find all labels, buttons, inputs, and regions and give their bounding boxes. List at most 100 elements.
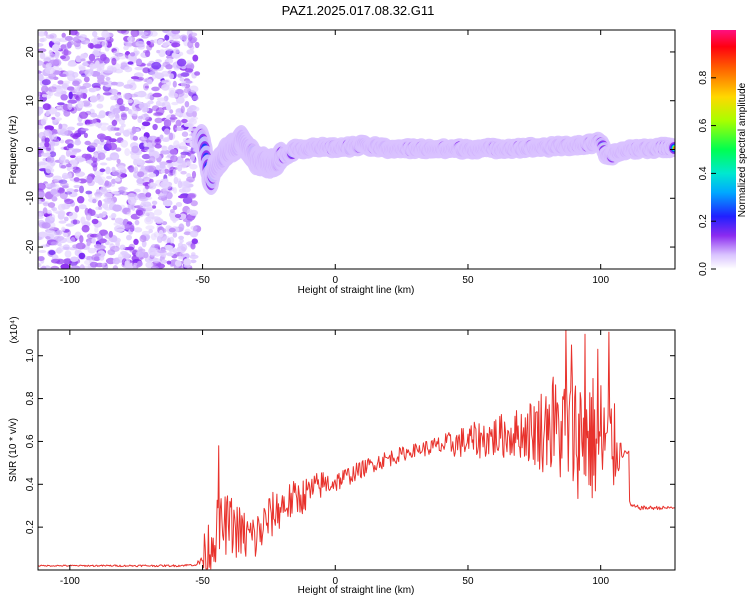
noise-blob	[189, 230, 199, 238]
noise-blob	[42, 202, 49, 207]
noise-blob	[162, 236, 171, 243]
noise-blob	[43, 115, 48, 122]
noise-blob	[114, 132, 122, 137]
noise-blob	[190, 225, 198, 231]
noise-blob	[81, 53, 88, 59]
noise-blob	[149, 178, 154, 184]
noise-blob	[137, 171, 145, 178]
noise-blob	[154, 72, 165, 80]
noise-blob	[160, 149, 171, 155]
snr-x-tick-label: -100	[60, 576, 80, 587]
noise-blob	[175, 96, 185, 104]
noise-blob	[164, 34, 170, 41]
noise-blob	[78, 204, 87, 210]
noise-blob	[60, 165, 67, 169]
noise-blob	[46, 209, 52, 215]
noise-blob	[191, 238, 198, 245]
noise-blob	[105, 257, 116, 265]
noise-blob	[125, 128, 133, 134]
noise-blob	[109, 152, 120, 161]
noise-blob	[77, 250, 82, 254]
noise-blob	[191, 170, 197, 179]
noise-blob	[60, 263, 70, 269]
noise-blob	[79, 264, 85, 269]
noise-blob	[70, 133, 78, 138]
noise-blob	[133, 193, 140, 201]
noise-blob	[168, 87, 176, 94]
noise-blob	[38, 60, 44, 66]
noise-blob	[105, 76, 111, 81]
noise-blob	[173, 124, 178, 133]
noise-blob	[130, 30, 140, 37]
noise-blob	[73, 40, 81, 48]
noise-blob	[106, 175, 113, 180]
noise-blob	[185, 64, 193, 69]
noise-blob	[59, 73, 67, 78]
noise-blob	[155, 100, 162, 107]
noise-blob	[38, 73, 44, 82]
noise-blob	[184, 68, 194, 73]
noise-blob	[131, 126, 137, 134]
noise-blob	[192, 54, 199, 62]
noise-blob	[81, 153, 89, 159]
snr-ylabel: SNR (10 * v/v)	[8, 418, 19, 482]
colorbar: 0.0 0.2 0.4 0.6 0.8 Normalized spectral ampl…	[698, 30, 748, 276]
noise-blob	[140, 136, 148, 141]
noise-blob	[179, 34, 188, 41]
noise-blob	[50, 188, 58, 195]
noise-blob	[87, 42, 94, 49]
noise-blob	[80, 58, 86, 62]
noise-blob	[133, 188, 141, 193]
noise-blob	[67, 61, 77, 67]
noise-blob	[177, 242, 184, 249]
noise-blob	[97, 144, 103, 152]
noise-blob	[130, 52, 136, 57]
noise-blob	[51, 196, 58, 202]
noise-blob	[61, 32, 66, 38]
noise-blob	[66, 163, 72, 168]
noise-blob	[76, 122, 84, 126]
noise-blob	[158, 229, 164, 238]
noise-blob	[191, 106, 200, 112]
noise-blob	[168, 92, 179, 98]
noise-blob	[156, 97, 167, 102]
noise-blob	[161, 259, 168, 264]
noise-blob	[41, 222, 51, 229]
noise-blob	[73, 184, 81, 189]
noise-blob	[127, 61, 134, 65]
noise-blob	[49, 151, 57, 158]
noise-blob	[111, 57, 117, 66]
noise-blob	[64, 198, 74, 204]
noise-blob	[126, 246, 135, 251]
noise-blob	[91, 237, 96, 244]
noise-blob	[100, 81, 109, 85]
noise-blob	[42, 103, 51, 111]
noise-blob	[92, 31, 98, 37]
noise-blob	[173, 48, 180, 54]
noise-blob	[63, 216, 69, 222]
noise-blob	[112, 107, 121, 114]
noise-blob	[47, 86, 58, 93]
noise-blob	[99, 229, 108, 236]
noise-blob	[56, 247, 62, 254]
noise-blob	[102, 92, 112, 96]
noise-blob	[148, 155, 156, 164]
noise-blob	[51, 258, 61, 264]
noise-blob	[38, 31, 46, 37]
noise-blob	[181, 118, 188, 124]
noise-blob	[173, 176, 179, 185]
noise-blob	[124, 223, 131, 230]
noise-blob	[136, 260, 143, 267]
noise-blob	[59, 156, 66, 164]
noise-blob	[157, 38, 164, 44]
noise-blob	[84, 69, 94, 77]
noise-blob	[67, 172, 72, 180]
noise-blob	[186, 176, 195, 183]
noise-blob	[163, 128, 171, 135]
noise-blob	[82, 265, 93, 269]
noise-blob	[133, 238, 139, 245]
noise-blob	[191, 116, 199, 120]
noise-blob	[99, 168, 106, 173]
noise-blob	[166, 252, 174, 257]
noise-blob	[170, 114, 176, 118]
